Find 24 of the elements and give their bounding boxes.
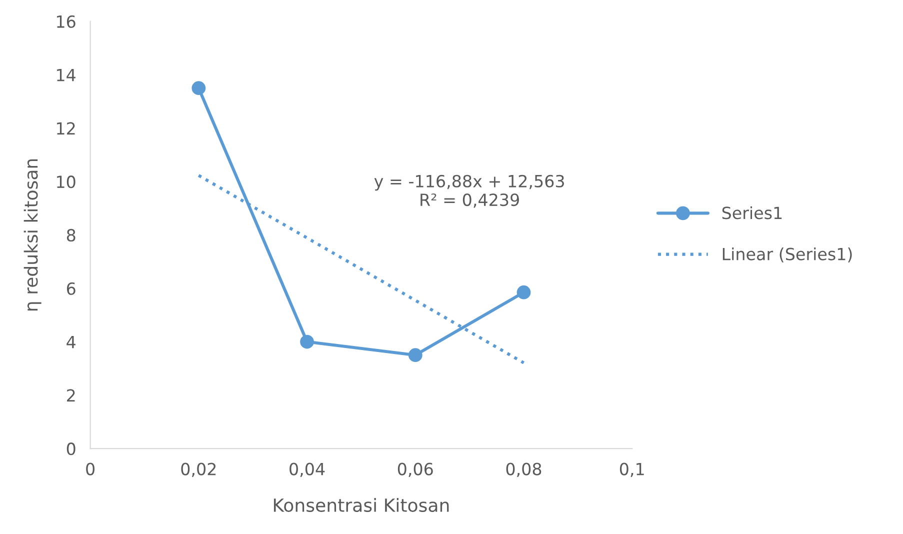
legend-label: Linear (Series1) [722,247,852,262]
point [300,334,314,349]
point [408,348,422,362]
point [516,285,531,300]
x-tick-label: 0,02 [181,462,216,478]
x-axis-title: Konsentrasi Kitosan [274,498,449,512]
x-tick-label: 0,06 [398,462,433,478]
x-tick-label: 0,08 [506,462,542,478]
x-tick-label: 0,1 [620,462,644,478]
y-tick-label: 12 [57,122,75,134]
y-tick-label: 14 [57,68,76,82]
y-tick-label: 0 [66,442,76,456]
point [192,81,206,96]
y-tick-label: 2 [67,389,75,402]
y-tick-label: 4 [66,336,76,348]
y-tick-label: 8 [66,228,76,242]
y-tick-label: 6 [66,282,76,295]
annotation: y = -116,88x + 12,563 R² = 0,4239 [374,174,564,208]
y-tick-label: 16 [57,15,76,28]
y-axis-title: η reduksi kitosan [24,159,42,310]
x-tick-label: 0 [86,462,94,476]
y-tick-label: 10 [57,176,76,188]
legend-label: Series1 [722,206,782,220]
x-tick-label: 0,04 [290,462,325,478]
